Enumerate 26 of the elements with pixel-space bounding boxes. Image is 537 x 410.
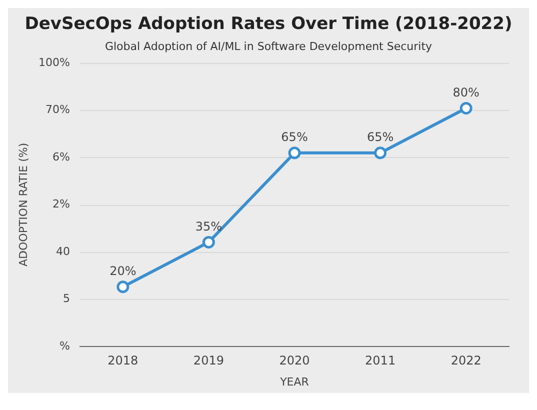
chart-title: DevSecOps Adoption Rates Over Time (2018-2022) (24, 14, 514, 34)
text: 6% (52, 150, 70, 164)
point (116, 280, 130, 294)
y-axis-title: ADOOPTION RATIE (%) (16, 142, 30, 267)
data-label: 35% (195, 219, 222, 234)
x-axis-title: YEAR (279, 375, 310, 388)
chart-subtitle: Global Adoption of AI/ML in Software Development Security (104, 40, 434, 53)
text: 100% (38, 56, 70, 69)
text: 5 (63, 292, 70, 306)
point (374, 146, 387, 160)
text: 2% (52, 198, 70, 211)
point (288, 146, 301, 160)
point (202, 236, 215, 248)
data-label: 65% (281, 130, 308, 144)
data-label: 65% (366, 130, 394, 144)
text: 70% (46, 103, 70, 116)
x-tick-label: 2019 (193, 354, 224, 368)
x-tick-label: 2011 (365, 354, 396, 368)
x-tick-label: 2022 (450, 354, 482, 368)
x-tick-label: 2020 (279, 354, 310, 368)
data-label: 20% (110, 264, 136, 278)
x-tick-label: 2018 (108, 354, 138, 368)
data-label: 80% (452, 85, 480, 100)
point (460, 102, 472, 114)
text: % (60, 339, 70, 352)
text: 40 (56, 244, 70, 258)
